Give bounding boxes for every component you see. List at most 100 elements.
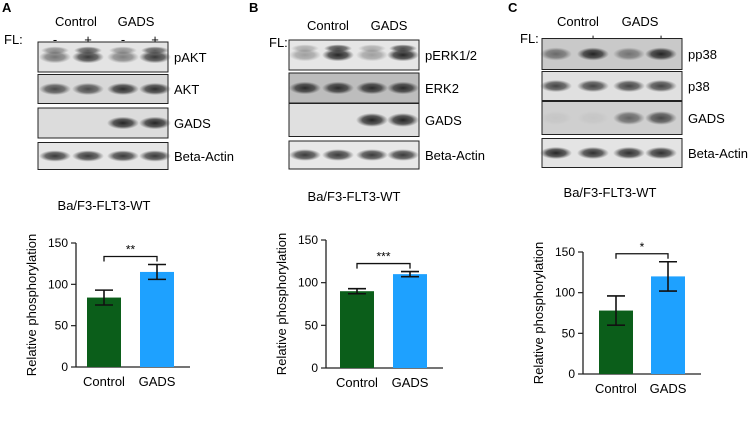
band [356, 113, 388, 127]
band [72, 50, 104, 64]
band [141, 46, 169, 55]
band [358, 44, 386, 53]
blot-label: Beta-Actin [425, 148, 485, 163]
band [613, 79, 645, 93]
blot-row: p38 [540, 71, 710, 101]
band [139, 50, 171, 64]
blot-panel-C: CControlGADSFL:-+-+pp38p38GADSBeta-Actin… [508, 0, 748, 200]
band [289, 48, 321, 62]
cell-line-label: Ba/F3-FLT3-WT [58, 198, 151, 213]
band [613, 111, 645, 125]
band [139, 82, 171, 96]
blot-row: Beta-Actin [288, 140, 485, 170]
band [613, 47, 645, 61]
blot-row: Beta-Actin [540, 138, 748, 168]
band [109, 46, 137, 55]
bar-control [87, 297, 121, 367]
category-label: Control [595, 381, 637, 396]
band [289, 149, 321, 161]
band [289, 81, 321, 95]
blot-label: ERK2 [425, 81, 459, 96]
blot-label: pERK1/2 [425, 48, 477, 63]
category-label: GADS [650, 381, 687, 396]
band [577, 79, 609, 93]
band [322, 149, 354, 161]
band [387, 113, 419, 127]
blot-row: Beta-Actin [37, 142, 234, 170]
y-tick-label: 0 [61, 360, 68, 374]
fl-label: FL: [269, 35, 288, 50]
band [540, 47, 572, 61]
band [72, 150, 104, 162]
band [356, 149, 388, 161]
band [613, 146, 645, 160]
group-label: GADS [371, 18, 408, 33]
band [356, 81, 388, 95]
band [107, 116, 139, 130]
blot-row: pERK1/2 [288, 39, 477, 71]
y-tick-label: 50 [55, 319, 69, 333]
significance-label: *** [376, 250, 390, 264]
y-tick-label: 0 [568, 367, 575, 381]
band [645, 47, 677, 61]
band [107, 82, 139, 96]
band [577, 146, 609, 160]
cell-line-label: Ba/F3-FLT3-WT [308, 189, 401, 204]
y-axis-label: Relative phosphorylation [531, 242, 546, 384]
blot-label: pp38 [688, 47, 717, 62]
blot-label: GADS [425, 113, 462, 128]
category-label: Control [336, 375, 378, 390]
band [540, 79, 572, 93]
band [387, 149, 419, 161]
group-label: Control [557, 14, 599, 29]
lane-sign: + [151, 32, 159, 47]
blot-label: GADS [688, 111, 725, 126]
band [387, 81, 419, 95]
blot-row: ERK2 [288, 72, 459, 104]
y-tick-label: 50 [305, 318, 319, 332]
band [645, 111, 677, 125]
band [72, 82, 104, 96]
band [322, 48, 354, 62]
band [577, 47, 609, 61]
bar-chart-A: 0 50 100 150 Relative phosphorylation Control… [24, 234, 190, 389]
blot-panel-B: BControlGADSFL:-+-+pERK1/2ERK2GADSBeta-A… [249, 0, 485, 204]
group-label: GADS [622, 14, 659, 29]
blot-row: GADS [540, 101, 725, 135]
band [139, 150, 171, 162]
lane-sign: - [53, 32, 57, 47]
band [39, 82, 71, 96]
blot-row: pAKT [37, 41, 207, 73]
band [107, 50, 139, 64]
bar-control [340, 291, 374, 368]
blot-row: AKT [37, 74, 199, 104]
western-blots: A Control GADS FL: - + - + pAKT AKT GADS Beta-Actin… [2, 0, 748, 213]
category-label: GADS [392, 375, 429, 390]
bar-gads [393, 274, 427, 368]
fl-label: FL: [4, 32, 23, 47]
panel-letter: A [2, 0, 12, 15]
y-tick-label: 100 [48, 277, 68, 291]
band [324, 44, 352, 53]
band [540, 146, 572, 160]
blot-row: pp38 [540, 38, 717, 70]
significance-bracket [103, 255, 158, 262]
band [645, 79, 677, 93]
bar-chart-B: 0 50 100 150 Relative phosphorylation Control… [274, 233, 443, 390]
blot-label: AKT [174, 82, 199, 97]
band [387, 48, 419, 62]
cell-line-label: Ba/F3-FLT3-WT [564, 185, 657, 200]
y-tick-label: 150 [298, 233, 318, 247]
blot-panel-A: A Control GADS FL: - + - + pAKT AKT GADS Beta-Actin… [2, 0, 234, 213]
blot-row: GADS [288, 103, 462, 137]
band [39, 50, 71, 64]
panel-letter: C [508, 0, 518, 15]
group-label: Control [55, 14, 97, 29]
band [74, 46, 102, 55]
blot-label: Beta-Actin [174, 149, 234, 164]
bar-gads [140, 271, 174, 367]
band [291, 44, 319, 53]
category-label: GADS [139, 374, 176, 389]
blot-row: GADS [37, 107, 211, 139]
